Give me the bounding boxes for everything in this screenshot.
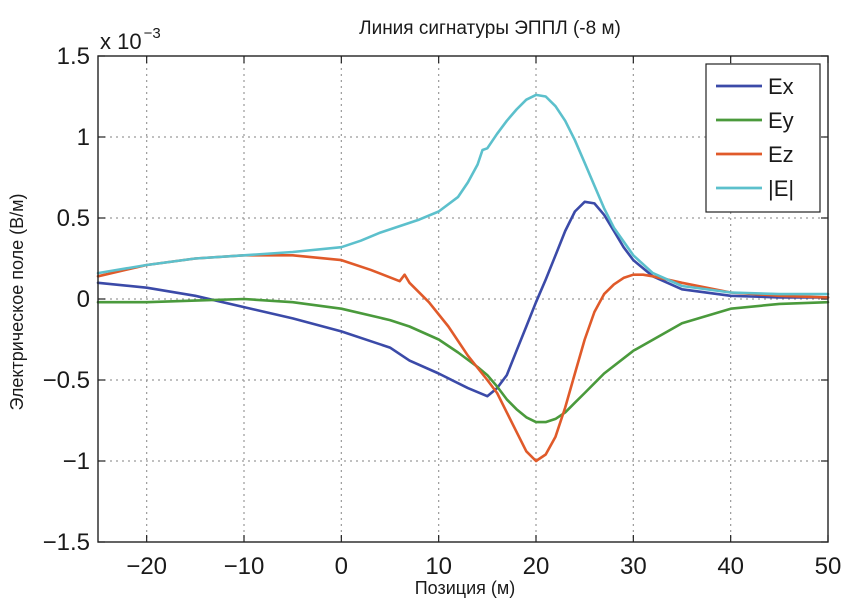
x-tick-label: −10 — [224, 553, 265, 580]
legend-label-ey: Ey — [768, 108, 794, 133]
series-line-ez — [96, 254, 830, 463]
legend-label-ex: Ex — [768, 74, 794, 99]
plot-area: −20 −10 0 10 20 30 40 50−1.5−1−0.500.511.5ExEyE… — [43, 43, 842, 580]
legend-label-abs-e: |E| — [768, 176, 794, 201]
series-line-ex — [96, 200, 830, 398]
series-line-abs-e — [96, 93, 830, 296]
y-tick-label: 1.5 — [57, 43, 90, 70]
x-tick-label: −20 — [126, 553, 167, 580]
x-tick-label: 10 — [425, 553, 452, 580]
x-tick-label: 50 — [815, 553, 842, 580]
y-tick-label: −1 — [63, 448, 90, 475]
x-tick-label: 40 — [717, 553, 744, 580]
x-tick-label: 0 — [335, 553, 348, 580]
y-multiplier-exponent: −3 — [144, 25, 161, 42]
y-multiplier: x 10 −3 — [100, 25, 161, 54]
x-tick-label: 30 — [620, 553, 647, 580]
chart-title: Линия сигнатуры ЭППЛ (-8 м) — [359, 18, 621, 39]
legend: Ex Ey Ez |E| — [705, 63, 821, 213]
y-tick-label: −1.5 — [43, 529, 90, 556]
legend-label-ez: Ez — [768, 142, 794, 167]
x-tick-label: 20 — [523, 553, 550, 580]
series-line-ey — [96, 297, 830, 424]
x-axis-label: Позиция (м) — [415, 578, 516, 598]
y-tick-label: 0.5 — [57, 205, 90, 232]
y-tick-label: 1 — [77, 124, 90, 151]
y-axis-label: Электрическое поле (В/м) — [7, 194, 27, 411]
plot-frame — [97, 55, 829, 543]
y-multiplier-base: x 10 — [100, 29, 142, 54]
y-tick-label: −0.5 — [43, 367, 90, 394]
y-tick-label: 0 — [77, 286, 90, 313]
